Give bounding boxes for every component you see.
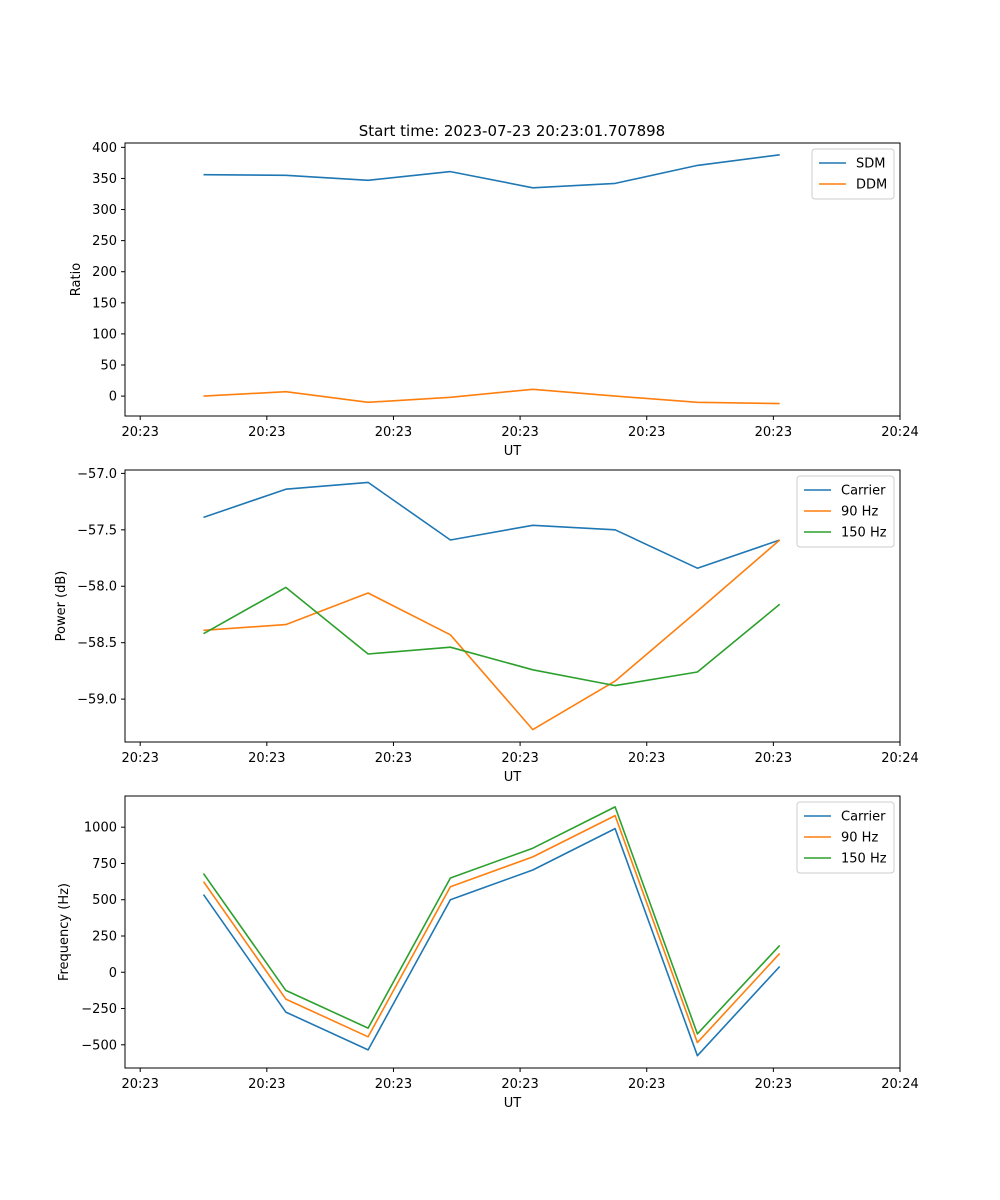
chart-3-x-tick-label: 20:23 (755, 1077, 792, 1092)
chart-1-y-tick-label: 50 (100, 359, 117, 374)
chart-2-legend-90-hz-label: 90 Hz (841, 505, 878, 520)
chart-2-series-150-hz-line (203, 586, 781, 687)
chart-1-x-tick-label: 20:23 (755, 425, 792, 440)
chart-1-series-ddm-line (203, 388, 780, 405)
chart-3-series-carrier-line (202, 827, 781, 1057)
chart-2-x-axis-label: UT (504, 770, 522, 785)
chart-3-legend: Carrier 90 Hz 150 Hz (796, 801, 895, 874)
chart-3-y-tick-label: 0 (109, 966, 117, 981)
chart-1-legend-box (811, 148, 895, 200)
chart-2-x-tick-label: 20:23 (755, 751, 792, 766)
chart-2-legend-150-hz-label: 150 Hz (841, 526, 887, 541)
chart-1-y-tick-label: 100 (92, 327, 117, 342)
chart-2-panel: 20:23 20:23 20:23 20:23 20:23 20:23 20:24 −59.0… (54, 467, 919, 785)
chart-1-y-axis-label: Ratio (69, 263, 84, 296)
chart-2-legend-box (796, 475, 895, 548)
chart-2-y-tick-label: −58.0 (77, 580, 117, 595)
chart-1-legend: SDM DDM (811, 148, 895, 200)
chart-1-panel: 20:23 20:23 20:23 20:23 20:23 20:23 20:24 0 50 10… (69, 141, 919, 459)
chart-1-y-tick-label: 400 (92, 141, 117, 156)
chart-2-y-axis-label: Power (dB) (54, 571, 69, 642)
chart-3-y-tick-label: −500 (81, 1038, 117, 1053)
chart-3-panel: 20:23 20:23 20:23 20:23 20:23 20:23 20:24 −500 −… (57, 795, 919, 1111)
chart-3-x-axis-label: UT (504, 1096, 522, 1111)
chart-1-y-tick-label: 300 (92, 203, 117, 218)
chart-3-series-90-hz-line (202, 814, 781, 1044)
chart-3-axes-frame (124, 795, 901, 1069)
chart-3-x-tick-label: 20:23 (501, 1077, 538, 1092)
chart-1-series-sdm-line (203, 154, 780, 189)
chart-2-x-tick-label: 20:24 (881, 751, 918, 766)
chart-1-y-tick-label: 200 (92, 265, 117, 280)
chart-1-y-tick-label: 150 (92, 296, 117, 311)
chart-2-y-tick-label: −58.5 (77, 636, 117, 651)
chart-3-legend-box (796, 801, 895, 874)
chart-1-x-tick-label: 20:23 (121, 425, 158, 440)
chart-1-y-tick-label: 250 (92, 234, 117, 249)
chart-3-x-tick-label: 20:24 (881, 1077, 918, 1092)
chart-3-x-tick-label: 20:23 (248, 1077, 285, 1092)
chart-3-x-tick-label: 20:23 (628, 1077, 665, 1092)
chart-3-legend-150-hz-label: 150 Hz (841, 852, 887, 867)
chart-2-axes-frame (124, 469, 901, 743)
chart-1-y-tick-label: 0 (109, 390, 117, 405)
chart-2-series-carrier-line (203, 481, 780, 570)
chart-1-x-tick-label: 20:23 (248, 425, 285, 440)
chart-3-legend-carrier-label: Carrier (841, 810, 886, 825)
chart-1-legend-sdm-label: SDM (856, 157, 885, 172)
chart-2-x-tick-label: 20:23 (375, 751, 412, 766)
chart-2-y-tick-label: −57.0 (77, 467, 117, 482)
chart-2-x-tick-label: 20:23 (121, 751, 158, 766)
chart-2-legend-carrier-label: Carrier (841, 484, 886, 499)
chart-3-y-tick-label: 750 (92, 857, 117, 872)
chart-3-y-tick-label: 1000 (84, 821, 117, 836)
chart-1-axes-frame (124, 142, 901, 417)
figure-title: Start time: 2023-07-23 20:23:01.707898 (359, 122, 665, 140)
chart-1-legend-ddm-label: DDM (856, 178, 887, 193)
chart-3-y-tick-label: 250 (92, 929, 117, 944)
chart-2-legend: Carrier 90 Hz 150 Hz (796, 475, 895, 548)
chart-1-y-tick-label: 350 (92, 172, 117, 187)
chart-2-x-tick-label: 20:23 (248, 751, 285, 766)
chart-3-series-150-hz-line (202, 806, 781, 1035)
chart-3-x-tick-label: 20:23 (121, 1077, 158, 1092)
chart-1-x-axis-label: UT (504, 444, 522, 459)
chart-3-y-tick-label: −250 (81, 1002, 117, 1017)
chart-3-legend-90-hz-label: 90 Hz (841, 831, 878, 846)
chart-1-x-tick-label: 20:23 (375, 425, 412, 440)
chart-1-x-tick-label: 20:24 (881, 425, 918, 440)
chart-2-x-tick-label: 20:23 (628, 751, 665, 766)
chart-1-x-tick-label: 20:23 (501, 425, 538, 440)
chart-3-y-axis-label: Frequency (Hz) (57, 883, 72, 981)
chart-2-y-tick-label: −57.5 (77, 523, 117, 538)
chart-2-y-tick-label: −59.0 (77, 693, 117, 708)
chart-2-x-tick-label: 20:23 (501, 751, 538, 766)
chart-3-y-tick-label: 500 (92, 893, 117, 908)
panels: 20:23 20:23 20:23 20:23 20:23 20:23 20:24 0 50 10… (54, 141, 919, 1111)
chart-2-series-90-hz-line (203, 539, 781, 731)
chart-3-x-tick-label: 20:23 (375, 1077, 412, 1092)
chart-1-x-tick-label: 20:23 (628, 425, 665, 440)
